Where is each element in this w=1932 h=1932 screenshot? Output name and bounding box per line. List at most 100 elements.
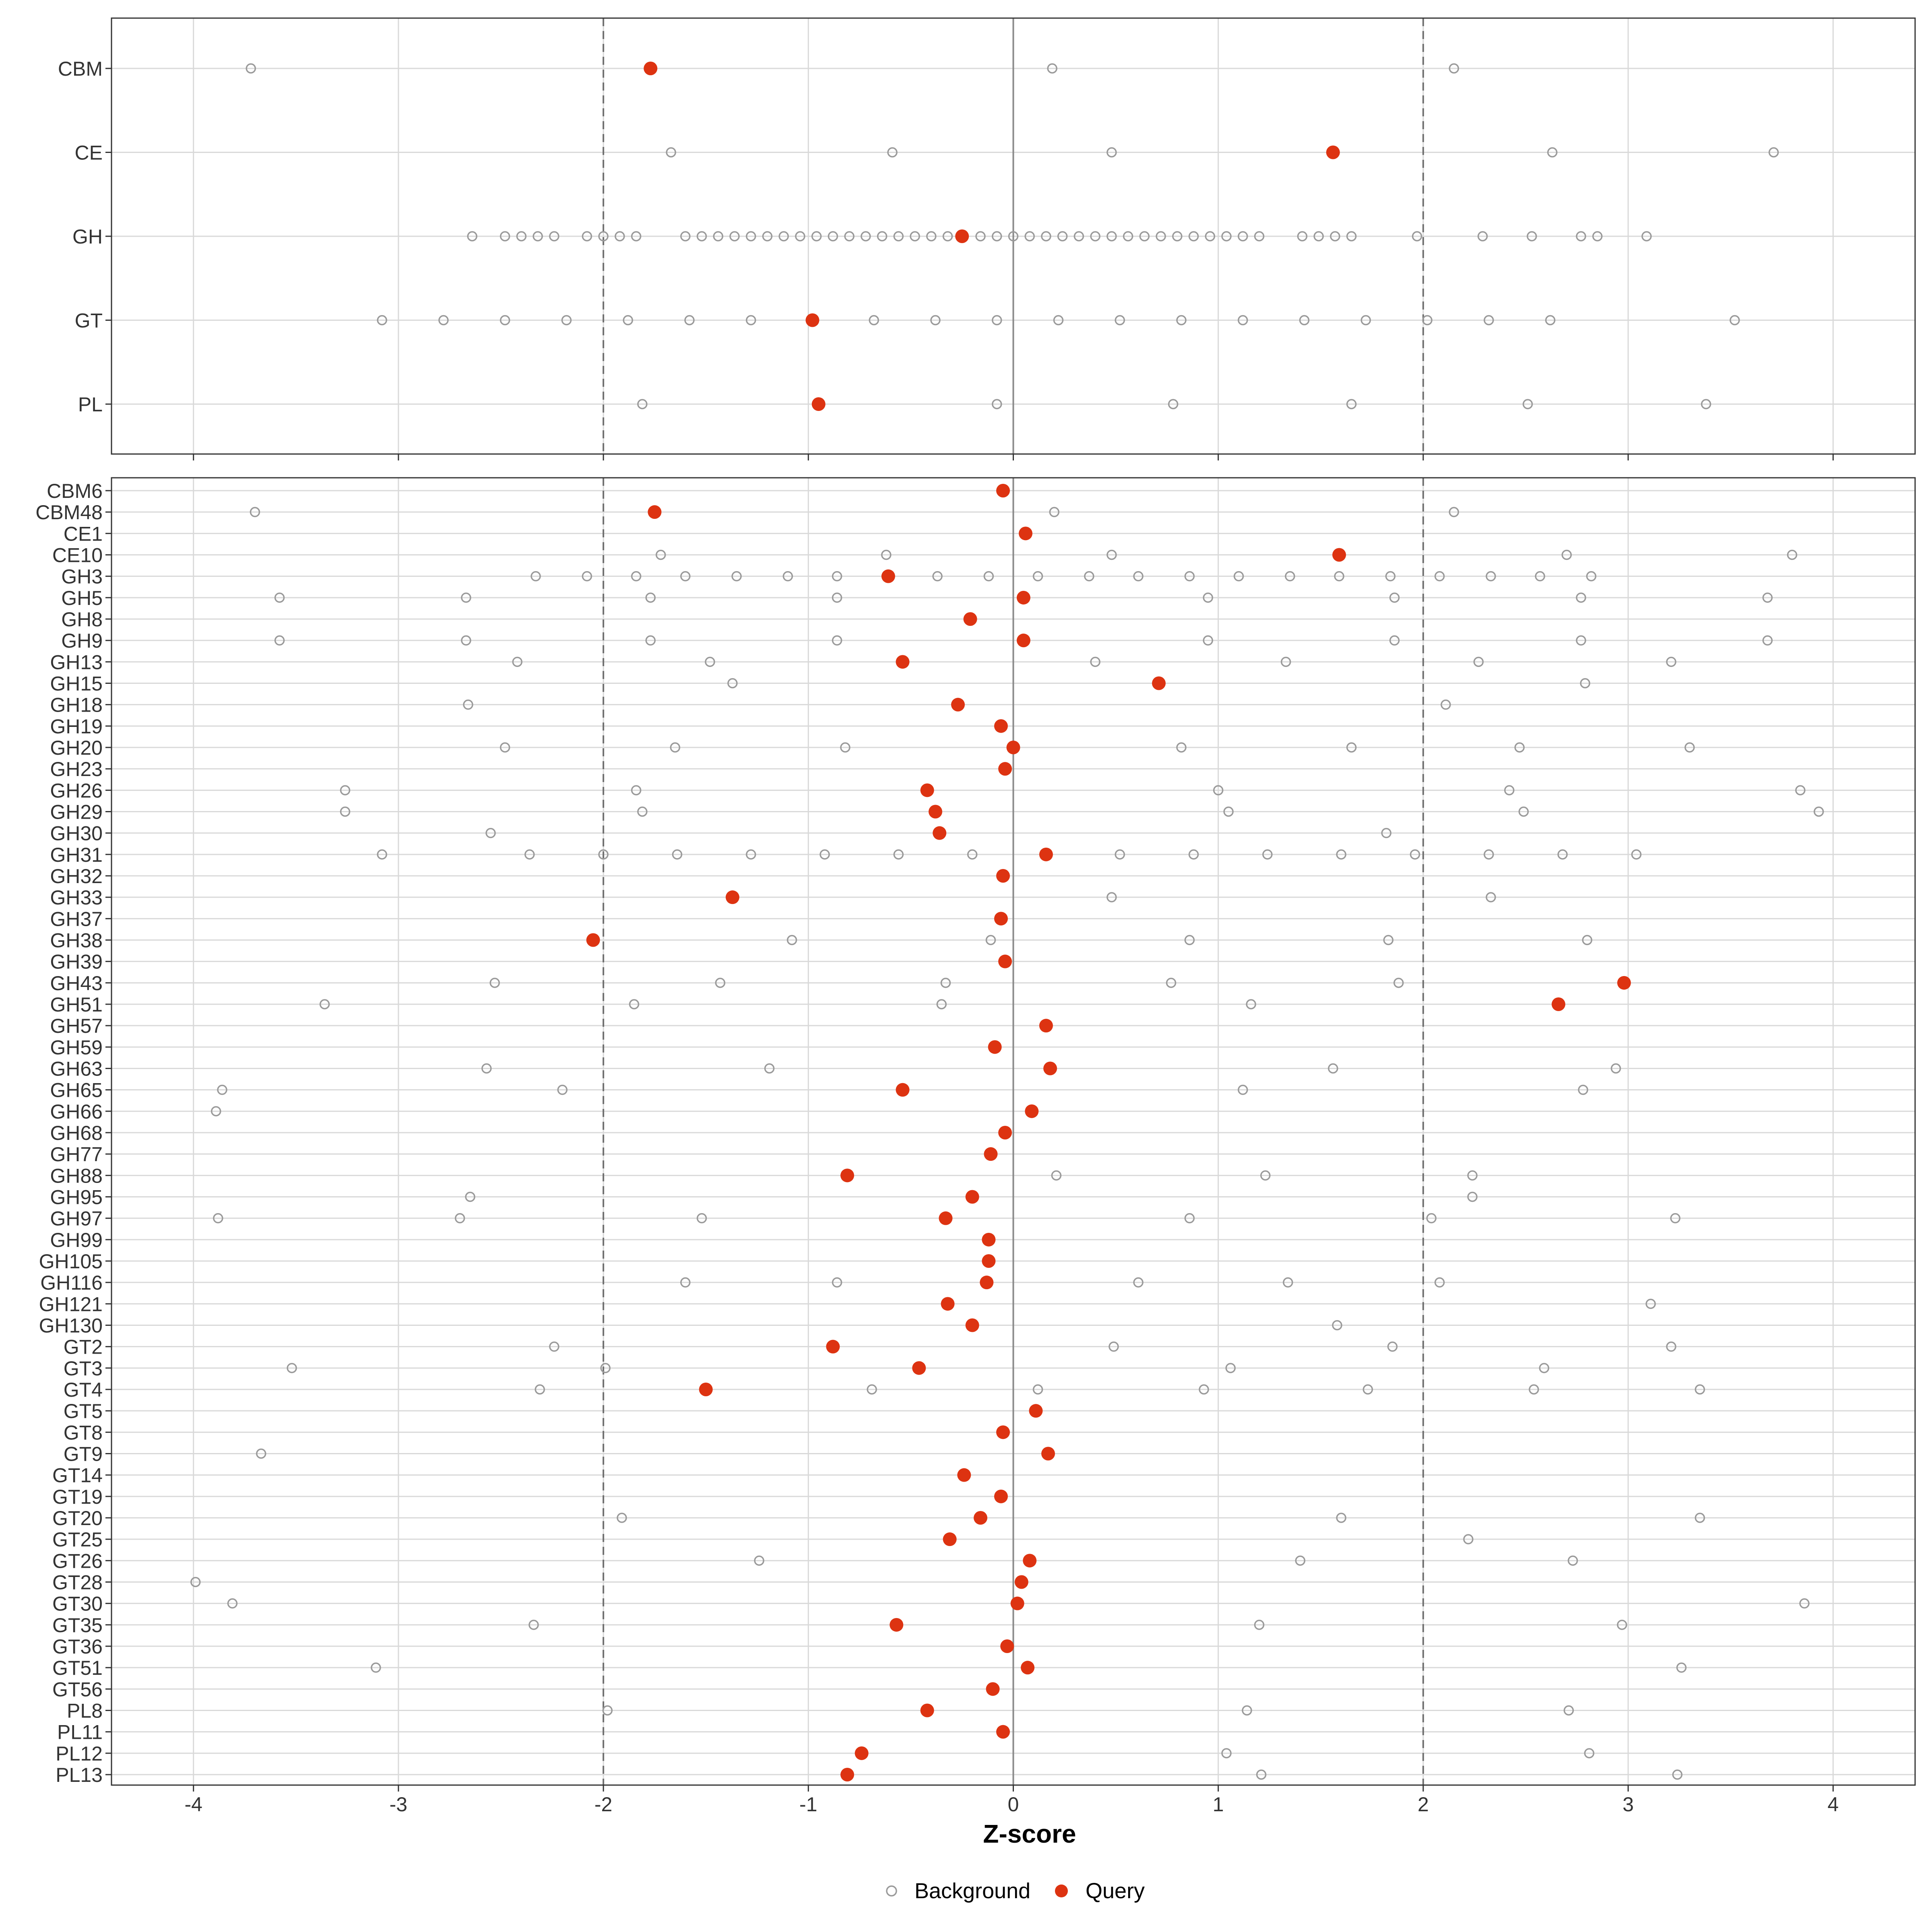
top-background-point-gt xyxy=(1115,315,1125,326)
bottom-background-point-gh9 xyxy=(1389,635,1400,646)
bottom-background-point-gh9 xyxy=(1203,635,1213,646)
top-category-label: PL xyxy=(78,393,103,416)
bottom-category-label: PL12 xyxy=(56,1742,103,1765)
bottom-query-point-gt19 xyxy=(994,1489,1008,1503)
top-background-point-gt xyxy=(1730,315,1740,326)
bottom-background-point-gh31 xyxy=(524,849,535,860)
bottom-background-point-gt4 xyxy=(1199,1384,1209,1395)
bottom-background-point-pl12 xyxy=(1584,1748,1595,1759)
bottom-background-point-gh43 xyxy=(1393,978,1404,988)
bottom-background-point-gh26 xyxy=(1213,785,1224,796)
bottom-query-point-gh121 xyxy=(941,1297,955,1311)
top-background-point-gh xyxy=(582,231,592,242)
top-query-point-ce xyxy=(1326,145,1340,159)
bottom-category-label: GH3 xyxy=(61,566,103,588)
bottom-query-point-gh23 xyxy=(998,762,1012,776)
top-category-label: GT xyxy=(75,310,103,332)
bottom-background-point-gh38 xyxy=(786,935,797,945)
bottom-category-label: GH97 xyxy=(50,1208,103,1230)
bottom-query-point-gt8 xyxy=(996,1425,1010,1439)
bottom-background-point-gh5 xyxy=(645,592,656,603)
top-background-point-pl xyxy=(1522,399,1533,409)
top-background-point-gh xyxy=(795,231,805,242)
x-tick-label: 3 xyxy=(1622,1793,1634,1816)
bottom-query-point-gt14 xyxy=(957,1468,971,1482)
bottom-background-point-cbm48 xyxy=(250,507,260,517)
bottom-query-point-gh3 xyxy=(881,569,895,583)
legend: Background Query xyxy=(886,1879,1145,1903)
bottom-query-point-gt4 xyxy=(699,1383,713,1396)
bottom-background-point-gh30 xyxy=(1381,828,1392,838)
top-background-point-gh xyxy=(1330,231,1340,242)
top-query-point-pl xyxy=(811,397,826,411)
bottom-background-point-gh31 xyxy=(745,849,756,860)
top-background-point-gt xyxy=(1484,315,1494,326)
bottom-background-point-gh65 xyxy=(1238,1084,1248,1095)
bottom-background-point-gh3 xyxy=(1084,571,1094,582)
bottom-background-point-gh65 xyxy=(557,1084,568,1095)
bottom-background-point-gh3 xyxy=(1434,571,1445,582)
bottom-background-point-gh51 xyxy=(629,999,640,1009)
top-background-point-cbm xyxy=(246,63,256,74)
x-tick-label: -4 xyxy=(184,1793,202,1816)
bottom-background-point-gh9 xyxy=(1576,635,1586,646)
bottom-background-point-gh3 xyxy=(631,571,642,582)
bottom-background-point-gh97 xyxy=(213,1213,223,1224)
bottom-background-point-gh26 xyxy=(1795,785,1806,796)
bottom-background-point-gh38 xyxy=(1184,935,1195,945)
bottom-category-label: CBM48 xyxy=(35,501,103,524)
bottom-query-point-gh30 xyxy=(933,826,947,840)
bottom-background-point-gh116 xyxy=(1283,1277,1293,1288)
top-background-point-gh xyxy=(1412,231,1422,242)
bottom-query-point-gt2 xyxy=(826,1340,840,1354)
top-background-point-ce xyxy=(1547,147,1558,158)
bottom-background-point-gh20 xyxy=(1176,742,1187,753)
bottom-query-point-gh5 xyxy=(1016,590,1030,605)
top-background-point-pl xyxy=(1168,399,1179,409)
bottom-background-point-gh97 xyxy=(1426,1213,1437,1224)
bottom-background-point-ce10 xyxy=(1787,549,1798,560)
top-background-point-gt xyxy=(1299,315,1310,326)
bottom-category-label: PL8 xyxy=(67,1700,103,1722)
bottom-category-label: GH68 xyxy=(50,1122,103,1144)
bottom-background-point-gh31 xyxy=(1557,849,1568,860)
bottom-background-point-pl8 xyxy=(1563,1705,1574,1716)
top-background-point-gt xyxy=(1545,315,1556,326)
bottom-category-label: GH59 xyxy=(50,1036,103,1059)
top-background-point-gt xyxy=(992,315,1002,326)
top-background-point-gh xyxy=(778,231,789,242)
bottom-query-point-cbm48 xyxy=(648,505,662,519)
bottom-category-label: GH39 xyxy=(50,951,103,973)
top-background-point-gh xyxy=(1172,231,1183,242)
top-background-point-gt xyxy=(684,315,695,326)
top-background-point-pl xyxy=(1346,399,1357,409)
top-background-point-gt xyxy=(1053,315,1064,326)
bottom-background-point-gh43 xyxy=(1166,978,1177,988)
bottom-query-point-gt26 xyxy=(1023,1554,1037,1568)
bottom-background-point-pl12 xyxy=(1221,1748,1232,1759)
bottom-query-point-gh18 xyxy=(951,698,965,712)
bottom-query-point-gh37 xyxy=(994,912,1008,926)
bottom-category-label: GH20 xyxy=(50,737,103,759)
bottom-background-point-gh3 xyxy=(782,571,793,582)
bottom-background-point-gh29 xyxy=(1223,806,1234,817)
top-background-point-gt xyxy=(869,315,879,326)
bottom-background-point-gh63 xyxy=(1610,1063,1621,1074)
bottom-query-point-gh116 xyxy=(980,1276,994,1290)
bottom-background-point-gh88 xyxy=(1051,1170,1062,1181)
top-background-point-gh xyxy=(1024,231,1035,242)
bottom-query-point-gt36 xyxy=(1000,1639,1014,1653)
bottom-query-point-pl12 xyxy=(855,1746,869,1760)
bottom-query-point-gt3 xyxy=(912,1361,926,1375)
bottom-query-point-gh31 xyxy=(1039,847,1053,861)
top-background-point-gh xyxy=(1477,231,1488,242)
bottom-category-label: GT35 xyxy=(52,1614,103,1637)
top-background-point-ce xyxy=(887,147,898,158)
top-background-point-ce xyxy=(1768,147,1779,158)
bottom-query-point-gh33 xyxy=(725,890,739,904)
top-category-label: CBM xyxy=(58,58,103,80)
bottom-background-point-gh9 xyxy=(645,635,656,646)
bottom-category-label: GT3 xyxy=(64,1357,103,1380)
top-background-point-pl xyxy=(992,399,1002,409)
